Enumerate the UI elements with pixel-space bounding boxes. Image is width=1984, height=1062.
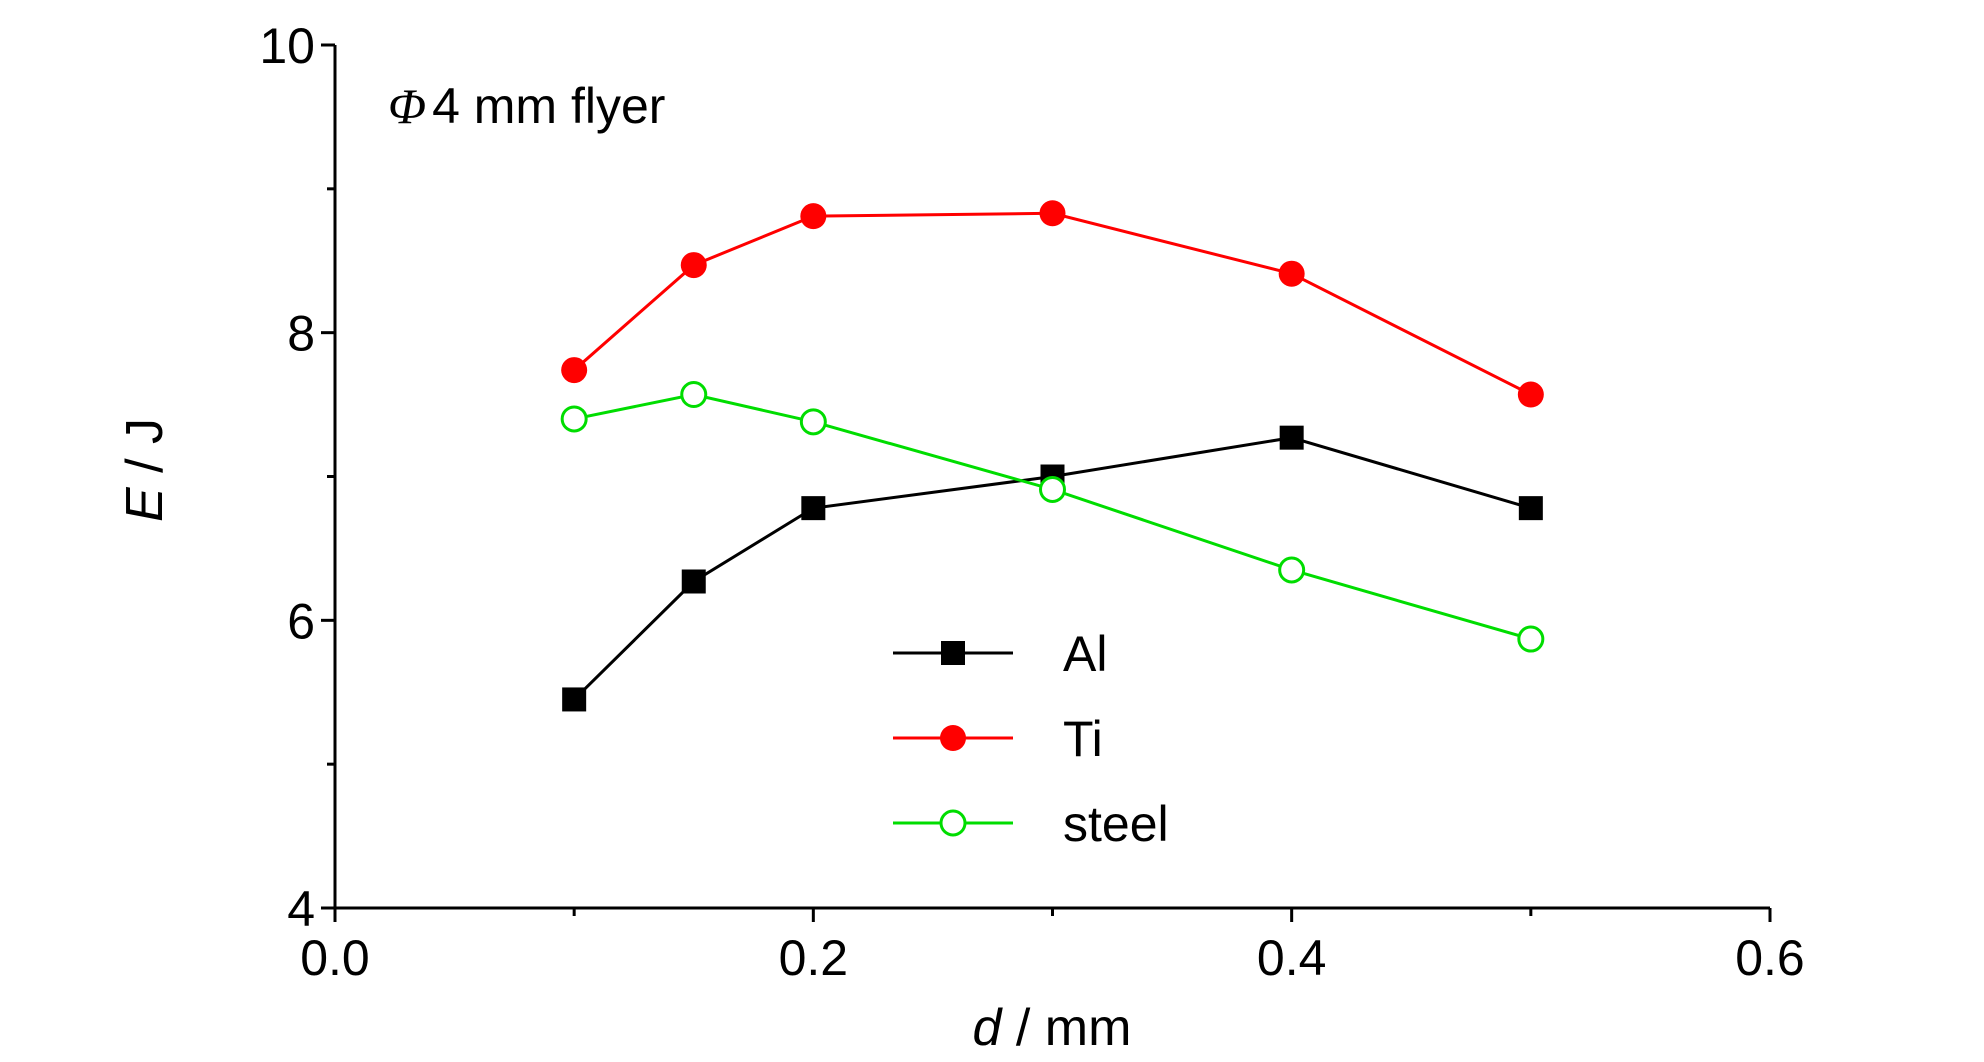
series-line — [573, 211, 1532, 396]
data-point — [1517, 381, 1544, 408]
series-line — [573, 436, 1532, 701]
legend-item-ti: Ti — [893, 711, 1103, 767]
y-tick-label: 6 — [287, 593, 315, 649]
data-point — [801, 496, 826, 521]
legend-item-al: Al — [893, 626, 1107, 682]
axes: 0.0 0.2 0.4 0.6 4 6 8 10 — [259, 18, 1804, 986]
data-point — [560, 405, 588, 433]
series-line — [573, 392, 1532, 641]
y-tick-label: 4 — [287, 881, 315, 937]
x-tick-label: 0.4 — [1257, 930, 1327, 986]
data-point — [1278, 260, 1305, 287]
legend-label: Al — [1063, 626, 1107, 682]
data-point — [680, 252, 707, 279]
series-al — [562, 425, 1543, 712]
y-tick-label: 8 — [287, 306, 315, 362]
x-tick-label: 0.2 — [779, 930, 849, 986]
data-point — [561, 357, 588, 384]
data-point — [1278, 556, 1306, 584]
x-axis-label: d / mm — [973, 999, 1132, 1057]
x-axis-unit: / mm — [1001, 999, 1131, 1057]
legend: Al Ti steel — [893, 626, 1169, 852]
data-point — [1518, 496, 1543, 521]
x-tick-label: 0.0 — [300, 930, 370, 986]
x-axis-var: d — [973, 999, 1004, 1057]
legend-marker — [941, 641, 965, 665]
data-point — [680, 381, 708, 409]
legend-item-steel: steel — [893, 796, 1169, 852]
data-point — [1039, 200, 1066, 227]
data-point — [799, 408, 827, 436]
y-axis-label: E / J — [116, 418, 174, 522]
legend-marker — [940, 725, 966, 751]
data-point — [562, 687, 587, 712]
data-point — [800, 203, 827, 230]
legend-marker — [939, 809, 967, 837]
data-point — [1517, 625, 1545, 653]
series-layer — [560, 200, 1545, 712]
series-steel — [560, 381, 1545, 653]
y-tick-label: 10 — [259, 18, 315, 74]
x-tick-label: 0.6 — [1735, 930, 1805, 986]
legend-label: steel — [1063, 796, 1169, 852]
y-axis-unit: / J — [116, 418, 174, 487]
annotation-symbol: Φ — [388, 78, 426, 134]
legend-label: Ti — [1063, 711, 1103, 767]
data-point — [1279, 425, 1304, 450]
y-axis-var: E — [116, 486, 174, 522]
annotation-text: 4 mm flyer — [432, 78, 665, 134]
data-point — [681, 569, 706, 594]
series-ti — [561, 200, 1544, 408]
data-point — [1039, 475, 1066, 503]
